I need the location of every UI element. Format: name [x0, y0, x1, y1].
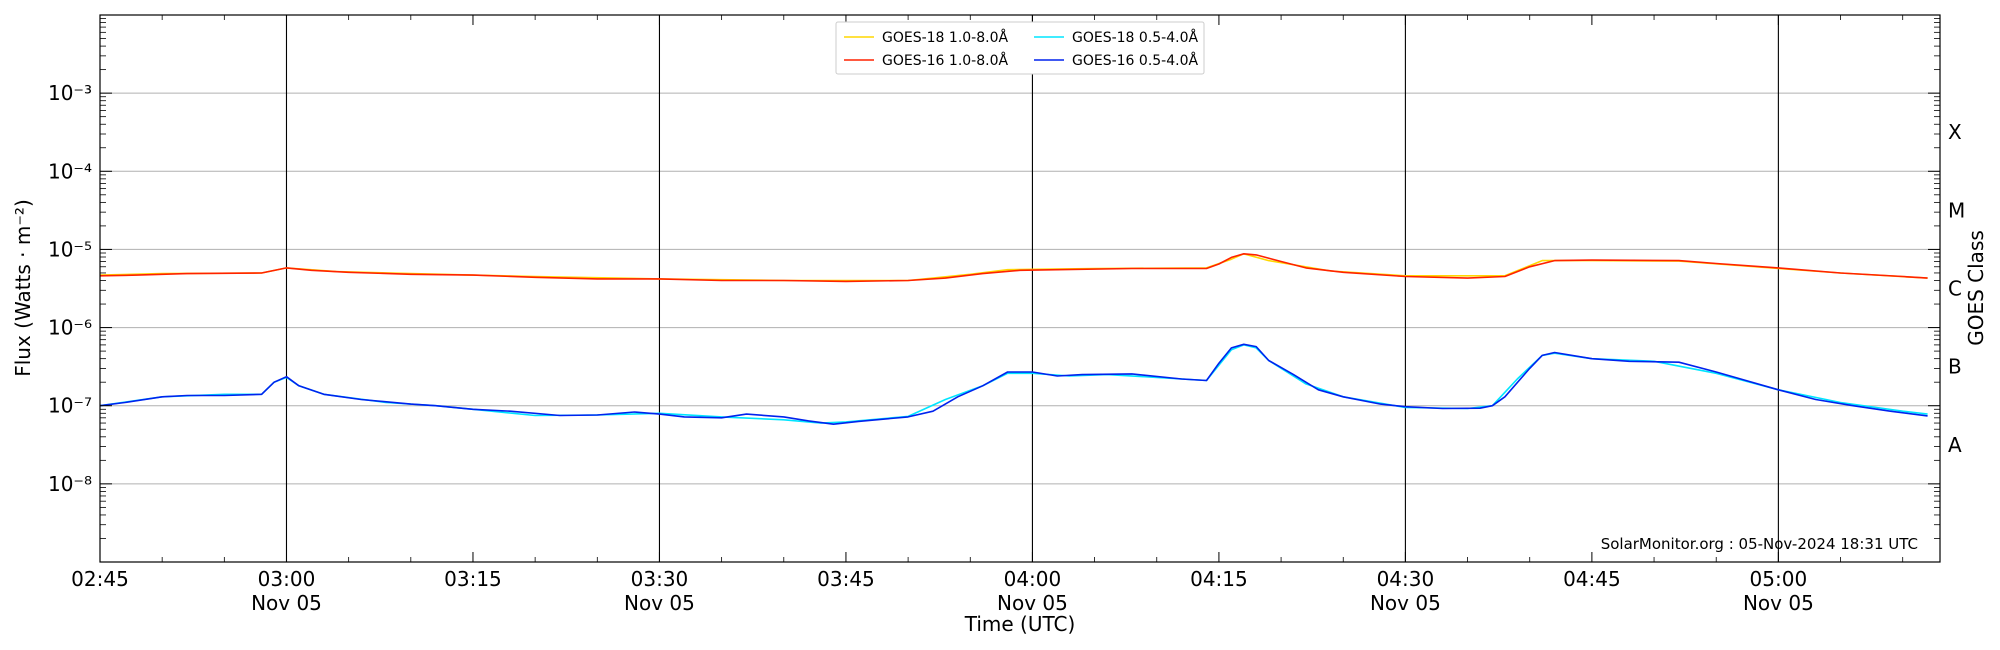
goes-class-labels: A B C M X: [1948, 120, 1965, 457]
goes-class-label: C: [1948, 277, 1962, 301]
x-tick-label: 03:00: [258, 567, 316, 591]
legend: GOES-18 1.0-8.0Å GOES-16 1.0-8.0Å GOES-18 …: [835, 21, 1205, 75]
legend-label: GOES-18 0.5-4.0Å: [1072, 29, 1198, 46]
x-tick-date-label: Nov 05: [251, 591, 322, 615]
x-tick-date-label: Nov 05: [1743, 591, 1814, 615]
y-ticks-layer: 10⁻⁸ 10⁻⁷ 10⁻⁶ 10⁻⁵ 10⁻⁴ 10⁻³: [48, 18, 1940, 539]
legend-label: GOES-16 1.0-8.0Å: [882, 52, 1008, 69]
watermark-annotation: SolarMonitor.org : 05-Nov-2024 18:31 UTC: [1601, 535, 1918, 553]
x-tick-label: 02:45: [71, 567, 129, 591]
x-tick-label: 04:15: [1190, 567, 1248, 591]
series-layer: [99, 253, 1928, 425]
x-tick-label: 03:45: [817, 567, 875, 591]
grid-layer: [100, 92, 1940, 485]
goes-class-label: A: [1948, 433, 1962, 457]
y-tick-label: 10⁻⁷: [48, 394, 92, 418]
x-tick-label: 04:30: [1377, 567, 1435, 591]
y-tick-label: 10⁻³: [48, 81, 92, 105]
vertical-lines-layer: [285, 15, 1779, 562]
x-tick-label: 03:15: [444, 567, 502, 591]
y-axis-label: Flux (Watts · m⁻²): [11, 199, 35, 377]
x-tick-date-label: Nov 05: [624, 591, 695, 615]
y-axis-right-label: GOES Class: [1964, 230, 1988, 346]
y-tick-label: 10⁻⁸: [48, 472, 92, 496]
goes-class-label: X: [1948, 120, 1962, 144]
series-line-3: [99, 344, 1928, 424]
plot-frame: [99, 14, 1941, 563]
series-line-2: [99, 253, 1928, 283]
x-axis-label: Time (UTC): [964, 612, 1076, 636]
x-tick-label: 04:00: [1004, 567, 1062, 591]
x-tick-label: 04:45: [1563, 567, 1621, 591]
x-tick-date-label: Nov 05: [997, 591, 1068, 615]
x-tick-date-label: Nov 05: [1370, 591, 1441, 615]
y-tick-label: 10⁻⁶: [48, 316, 92, 340]
legend-label: GOES-18 1.0-8.0Å: [882, 29, 1008, 46]
series-line-1: [99, 253, 1928, 282]
goes-class-label: M: [1948, 198, 1965, 222]
series-line-4: [99, 343, 1928, 425]
legend-label: GOES-16 0.5-4.0Å: [1072, 52, 1198, 69]
y-tick-label: 10⁻⁵: [48, 237, 92, 261]
goes-class-label: B: [1948, 355, 1962, 379]
x-tick-label: 05:00: [1750, 567, 1808, 591]
x-tick-label: 03:30: [631, 567, 689, 591]
y-tick-label: 10⁻⁴: [48, 159, 92, 183]
